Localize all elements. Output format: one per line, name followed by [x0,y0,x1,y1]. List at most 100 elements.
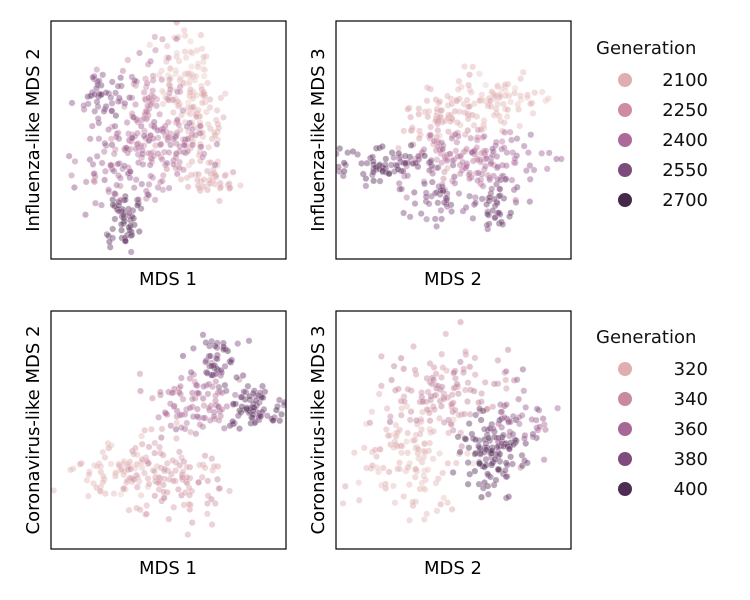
scatter-point [438,159,445,167]
scatter-point [448,134,456,142]
scatter-point [446,118,454,126]
scatter-point [438,383,446,391]
scatter-point [437,113,444,121]
scatter-point [172,425,180,433]
scatter-point [188,131,196,139]
scatter-point [202,339,210,346]
scatter-point [144,475,152,482]
x-axis-label: MDS 1 [139,269,197,290]
scatter-point [425,447,433,455]
scatter-point [147,172,155,180]
scatter-point [181,48,189,55]
scatter-point [170,503,178,511]
scatter-point [115,207,123,215]
scatter-point [272,406,280,414]
scatter-point [520,387,528,395]
scatter-point [510,376,518,384]
scatter-point [449,469,457,476]
scatter-point [437,500,445,508]
scatter-point [151,33,159,41]
scatter-point [176,411,184,419]
scatter-point [186,491,193,499]
scatter-point [434,199,442,207]
legend-dot [618,163,632,177]
scatter-point [208,495,215,503]
scatter-point [358,159,365,167]
scatter-point [397,354,405,362]
scatter-point [198,473,206,481]
scatter-point [158,177,166,185]
scatter-point [71,184,78,191]
scatter-point [340,167,348,175]
scatter-point [494,175,502,183]
scatter-point [131,465,139,472]
scatter-point [420,146,428,153]
scatter-point [181,489,189,496]
scatter-points [336,63,565,233]
scatter-point [484,470,491,478]
scatter-point [392,432,400,440]
scatter-point [145,191,153,199]
scatter-point [252,397,260,405]
scatter-point [410,188,418,196]
scatter-point [117,220,125,228]
scatter-point [137,387,144,395]
scatter-point [475,442,482,450]
scatter-point [216,184,224,192]
scatter-point [127,138,135,145]
scatter-point [484,405,491,413]
scatter-point [147,57,155,65]
scatter-point [411,200,419,208]
scatter-point [437,186,444,194]
scatter-point [502,376,510,384]
scatter-point [400,127,408,135]
scatter-point [454,433,462,441]
scatter-point [196,122,204,130]
scatter-point [386,418,394,426]
scatter-point [236,425,243,432]
scatter-point [496,185,504,193]
scatter-point [128,94,136,102]
scatter-point [178,473,186,481]
scatter-point [398,449,405,457]
scatter-point [174,98,182,105]
scatter-point [456,161,464,169]
scatter-point [450,368,458,376]
scatter-point [413,417,420,424]
y-axis-label: Influenza-like MDS 3 [308,48,329,232]
scatter-point [89,160,97,168]
scatter-point [179,395,187,403]
scatter-point [479,484,487,492]
scatter-point [395,144,402,152]
scatter-point [182,54,190,61]
scatter-point [472,199,479,207]
scatter-point [105,186,113,194]
scatter-point [118,226,126,234]
scatter-point [467,134,475,142]
scatter-point [440,419,448,426]
scatter-point [504,346,512,354]
scatter-point [368,171,376,179]
scatter-point [366,154,374,162]
scatter-point [156,141,164,149]
y-axis-label: Influenza-like MDS 2 [23,48,44,232]
scatter-point [406,516,413,524]
scatter-point [93,462,101,470]
scatter-point [520,142,528,150]
scatter-point [123,119,131,126]
scatter-point [165,89,173,97]
scatter-point [250,404,258,412]
scatter-point [491,92,499,100]
scatter-point [433,156,441,164]
scatter-point [162,409,170,417]
scatter-point [461,63,468,70]
scatter-point [197,143,205,151]
scatter-point [464,480,472,488]
scatter-point [514,101,522,108]
scatter-point [392,161,400,169]
scatter-point [391,386,399,394]
scatter-point [143,79,151,87]
scatter-point [213,140,221,148]
scatter-point [435,183,443,190]
scatter-point [466,363,474,371]
